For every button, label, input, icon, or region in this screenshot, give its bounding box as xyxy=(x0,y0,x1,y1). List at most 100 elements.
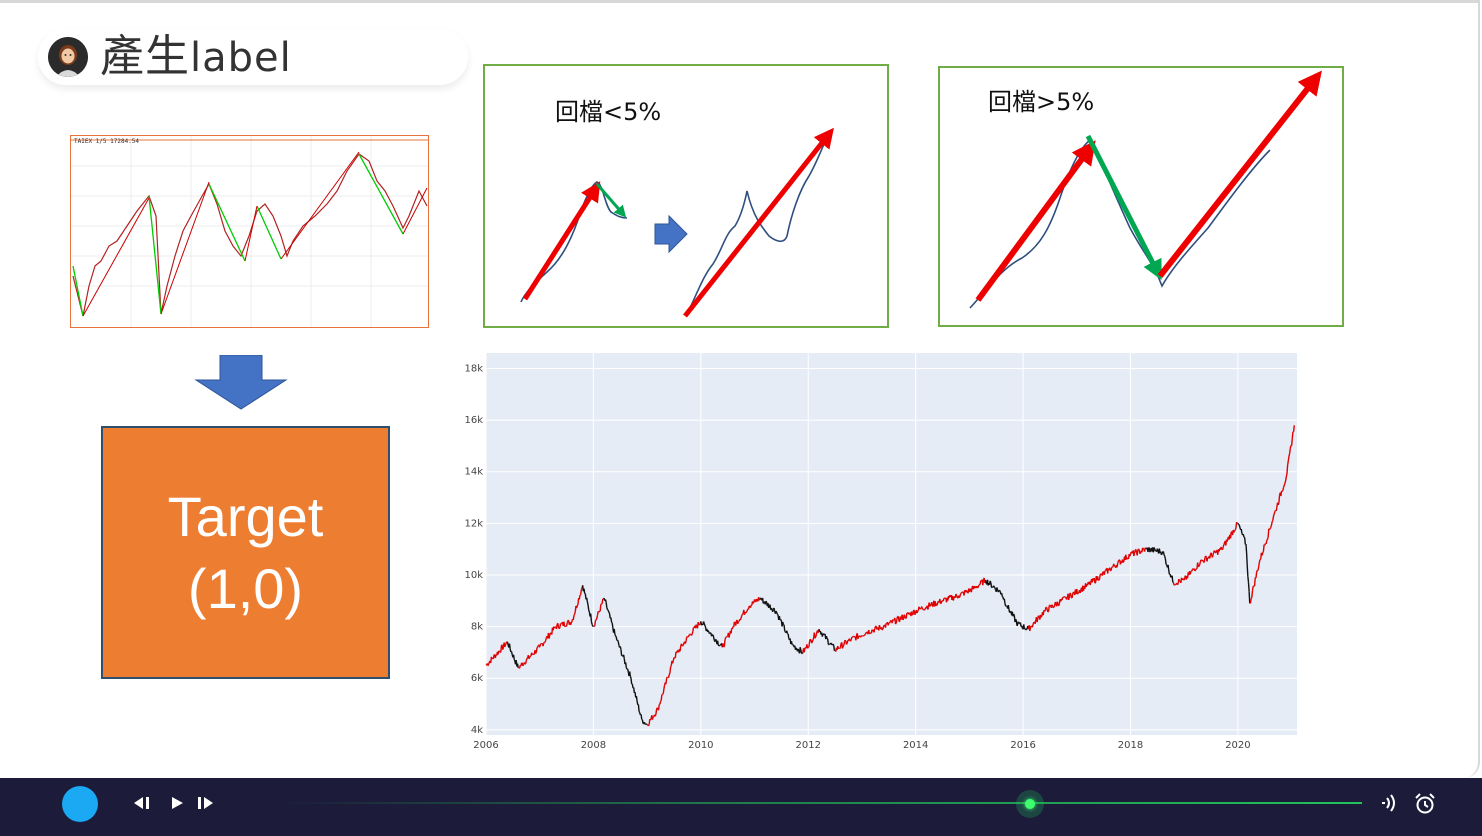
series-segment xyxy=(624,662,628,668)
series-segment xyxy=(1278,495,1281,503)
series-segment xyxy=(1267,528,1270,538)
series-segment xyxy=(996,587,999,591)
series-segment xyxy=(876,628,878,630)
series-segment xyxy=(601,598,604,604)
series-segment xyxy=(1290,438,1293,446)
series-segment xyxy=(684,640,687,644)
series-segment xyxy=(1211,554,1214,558)
series-segment xyxy=(580,587,583,591)
series-segment xyxy=(590,621,593,625)
slide-canvas: 產生label xyxy=(0,0,1480,778)
pullback-over-5-panel: 回檔>5% xyxy=(938,66,1344,327)
next-frame-icon[interactable] xyxy=(197,796,217,810)
series-segment xyxy=(1183,577,1186,581)
series-segment xyxy=(583,588,586,594)
series-segment xyxy=(929,605,931,607)
series-segment xyxy=(1271,520,1274,523)
play-icon[interactable] xyxy=(170,796,184,810)
series-segment xyxy=(803,647,806,653)
series-segment xyxy=(512,654,515,660)
series-segment xyxy=(591,624,594,627)
series-segment xyxy=(1212,551,1215,555)
series-segment xyxy=(584,592,586,595)
record-button[interactable] xyxy=(62,786,98,822)
series-segment xyxy=(1058,603,1061,607)
series-segment xyxy=(1287,456,1290,462)
series-segment xyxy=(1113,563,1116,567)
series-segment xyxy=(510,651,513,655)
series-segment xyxy=(1053,605,1056,608)
series-segment xyxy=(1247,576,1250,583)
media-player-bar xyxy=(0,778,1482,836)
series-segment xyxy=(1117,560,1120,564)
series-segment xyxy=(1079,590,1082,594)
series-segment xyxy=(1209,554,1212,559)
series-segment xyxy=(691,631,694,635)
series-segment xyxy=(775,610,778,613)
series-segment xyxy=(522,664,525,667)
series-segment xyxy=(675,650,679,654)
audio-waves-icon[interactable] xyxy=(1378,792,1400,814)
series-segment xyxy=(814,636,817,639)
series-segment xyxy=(800,649,803,654)
series-segment xyxy=(537,645,539,648)
series-segment xyxy=(894,622,897,625)
series-segment xyxy=(1001,595,1004,598)
series-segment xyxy=(998,589,1001,592)
x-tick-label: 2008 xyxy=(581,740,606,751)
series-segment xyxy=(960,591,963,594)
series-segment xyxy=(613,628,616,635)
series-segment xyxy=(573,611,576,615)
series-segment xyxy=(1247,582,1250,592)
series-segment xyxy=(716,640,719,646)
series-segment xyxy=(811,639,814,643)
playback-progress-track[interactable] xyxy=(280,802,1362,804)
series-segment xyxy=(665,678,668,685)
series-segment xyxy=(1133,550,1136,554)
series-segment xyxy=(638,711,641,714)
series-segment xyxy=(955,593,958,597)
x-tick-label: 2016 xyxy=(1010,740,1035,751)
series-segment xyxy=(685,636,688,642)
series-segment xyxy=(1243,537,1247,545)
series-segment xyxy=(1037,615,1040,617)
series-segment xyxy=(1047,610,1050,613)
series-segment xyxy=(1136,549,1139,556)
series-segment xyxy=(1098,578,1101,581)
series-segment xyxy=(579,589,583,595)
alarm-clock-icon[interactable] xyxy=(1413,792,1437,816)
series-segment xyxy=(525,658,528,661)
y-tick-label: 14k xyxy=(464,467,483,478)
series-segment xyxy=(1258,561,1261,567)
series-segment xyxy=(655,709,658,715)
series-segment xyxy=(1025,628,1027,631)
series-segment xyxy=(1291,431,1294,439)
series-segment xyxy=(841,645,844,649)
series-segment xyxy=(586,601,589,606)
series-segment xyxy=(752,602,755,604)
target-label-box: Target (1,0) xyxy=(101,426,390,679)
series-segment xyxy=(1170,576,1172,578)
series-segment xyxy=(563,621,566,627)
series-segment xyxy=(1164,555,1167,560)
playback-progress-knob[interactable] xyxy=(1016,790,1044,818)
series-segment xyxy=(837,647,840,650)
series-segment xyxy=(959,593,962,597)
series-segment xyxy=(1021,625,1024,629)
series-segment xyxy=(1032,621,1035,625)
series-segment xyxy=(929,603,932,607)
series-segment xyxy=(645,723,648,726)
series-segment xyxy=(1030,625,1033,628)
series-segment xyxy=(1284,480,1287,484)
series-segment xyxy=(799,647,802,651)
series-segment xyxy=(1178,578,1181,582)
series-segment xyxy=(815,631,818,636)
series-segment xyxy=(852,635,854,638)
series-segment xyxy=(982,579,985,586)
previous-frame-icon[interactable] xyxy=(133,796,153,810)
blue-down-arrow-icon xyxy=(194,355,288,410)
series-segment xyxy=(513,658,516,662)
series-segment xyxy=(1160,553,1163,556)
series-segment xyxy=(614,634,617,637)
series-segment xyxy=(719,644,722,646)
